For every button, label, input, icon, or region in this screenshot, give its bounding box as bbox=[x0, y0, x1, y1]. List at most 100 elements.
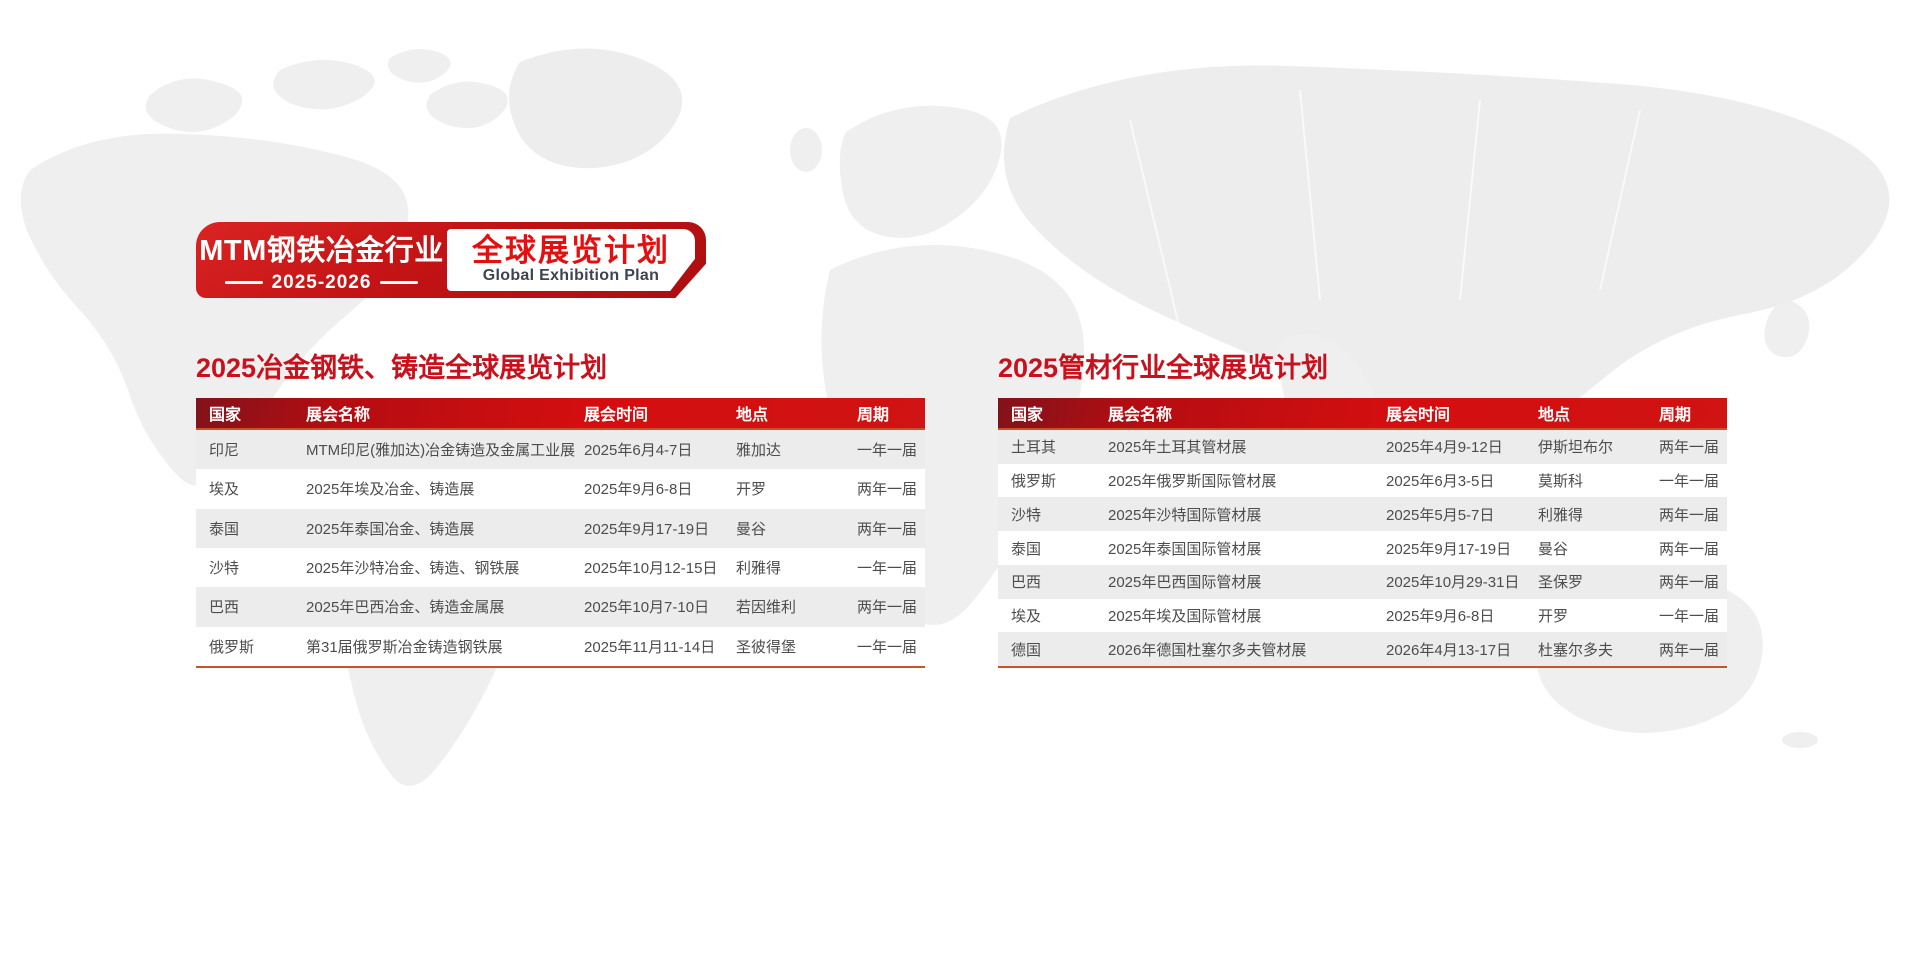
cell-city: 雅加达 bbox=[736, 442, 782, 460]
cell-exhibition-name: 2025年泰国国际管材展 bbox=[1108, 540, 1262, 558]
cell-cycle: 一年一届 bbox=[1659, 607, 1720, 625]
logo-left-block: MTM钢铁冶金行业 2025-2026 bbox=[196, 222, 447, 298]
cell-cycle: 两年一届 bbox=[1659, 506, 1720, 524]
cell-city: 圣保罗 bbox=[1538, 574, 1584, 592]
cell-exhibition-name: 第31届俄罗斯冶金铸造钢铁展 bbox=[306, 638, 503, 656]
column-header: 展会名称 bbox=[1108, 407, 1173, 424]
table-row: 埃及 2025年埃及国际管材展 2025年9月6-8日 开罗 一年一届 bbox=[998, 598, 1727, 633]
cell-exhibition-date: 2025年5月5-7日 bbox=[1386, 506, 1495, 524]
cell-city: 开罗 bbox=[1538, 607, 1569, 625]
table-row: 印尼 MTM印尼(雅加达)冶金铸造及金属工业展 2025年6月4-7日 雅加达 … bbox=[196, 430, 925, 470]
cell-cycle: 一年一届 bbox=[1659, 473, 1720, 491]
logo-plan-title-en: Global Exhibition Plan bbox=[482, 266, 660, 284]
cell-exhibition-date: 2025年10月29-31日 bbox=[1386, 574, 1520, 592]
logo-years-text: 2025-2026 bbox=[271, 271, 372, 293]
cell-exhibition-name: 2025年巴西国际管材展 bbox=[1108, 574, 1262, 592]
cell-city: 莫斯科 bbox=[1538, 473, 1584, 491]
cell-exhibition-name: MTM印尼(雅加达)冶金铸造及金属工业展 bbox=[306, 442, 576, 460]
cell-city: 利雅得 bbox=[1538, 506, 1584, 524]
logo-title-panel: 全球展览计划 Global Exhibition Plan bbox=[447, 229, 695, 291]
cell-exhibition-date: 2025年10月12-15日 bbox=[584, 560, 718, 578]
dash-right-decoration bbox=[380, 281, 419, 284]
cell-cycle: 两年一届 bbox=[1659, 574, 1720, 592]
pipe-table-section: 2025管材行业全球展览计划 国家 展会名称 展会时间 地点 周期 土耳其 20… bbox=[998, 352, 1727, 668]
cell-country: 泰国 bbox=[1011, 540, 1042, 558]
table-row: 泰国 2025年泰国冶金、铸造展 2025年9月17-19日 曼谷 两年一届 bbox=[196, 508, 925, 548]
cell-city: 杜塞尔多夫 bbox=[1538, 641, 1614, 659]
cell-exhibition-name: 2025年土耳其管材展 bbox=[1108, 439, 1247, 457]
cell-country: 土耳其 bbox=[1011, 439, 1057, 457]
cell-country: 沙特 bbox=[209, 560, 240, 578]
cell-city: 若因维利 bbox=[736, 599, 797, 617]
cell-exhibition-name: 2025年沙特国际管材展 bbox=[1108, 506, 1262, 524]
cell-cycle: 一年一届 bbox=[857, 442, 918, 460]
metallurgy-table-section: 2025冶金钢铁、铸造全球展览计划 国家 展会名称 展会时间 地点 周期 印尼 … bbox=[196, 352, 925, 668]
cell-country: 埃及 bbox=[209, 481, 240, 499]
brand-logo: MTM钢铁冶金行业 2025-2026 全球展览计划 Global Exhibi… bbox=[196, 222, 706, 298]
column-header: 展会名称 bbox=[306, 407, 371, 424]
cell-country: 俄罗斯 bbox=[209, 638, 255, 656]
cell-country: 俄罗斯 bbox=[1011, 473, 1057, 491]
cell-country: 德国 bbox=[1011, 641, 1042, 659]
column-header: 展会时间 bbox=[1386, 407, 1451, 424]
logo-plan-title-cn: 全球展览计划 bbox=[472, 232, 670, 268]
cell-country: 巴西 bbox=[1011, 574, 1042, 592]
cell-exhibition-date: 2025年9月6-8日 bbox=[1386, 607, 1495, 625]
cell-exhibition-date: 2025年9月17-19日 bbox=[1386, 540, 1512, 558]
cell-exhibition-date: 2025年6月4-7日 bbox=[584, 442, 693, 460]
column-header: 周期 bbox=[1659, 407, 1692, 424]
cell-exhibition-date: 2026年4月13-17日 bbox=[1386, 641, 1512, 659]
table-row: 俄罗斯 第31届俄罗斯冶金铸造钢铁展 2025年11月11-14日 圣彼得堡 一… bbox=[196, 626, 925, 666]
metallurgy-table-body: 印尼 MTM印尼(雅加达)冶金铸造及金属工业展 2025年6月4-7日 雅加达 … bbox=[196, 428, 925, 668]
cell-country: 沙特 bbox=[1011, 506, 1042, 524]
cell-city: 曼谷 bbox=[1538, 540, 1569, 558]
cell-country: 巴西 bbox=[209, 599, 240, 617]
table-row: 巴西 2025年巴西冶金、铸造金属展 2025年10月7-10日 若因维利 两年… bbox=[196, 587, 925, 627]
table-row: 埃及 2025年埃及冶金、铸造展 2025年9月6-8日 开罗 两年一届 bbox=[196, 469, 925, 509]
pipe-table-header-row: 国家 展会名称 展会时间 地点 周期 bbox=[998, 398, 1727, 428]
column-header: 周期 bbox=[857, 407, 890, 424]
cell-city: 开罗 bbox=[736, 481, 767, 499]
table-row: 德国 2026年德国杜塞尔多夫管材展 2026年4月13-17日 杜塞尔多夫 两… bbox=[998, 632, 1727, 667]
cell-exhibition-date: 2025年9月6-8日 bbox=[584, 481, 693, 499]
cell-exhibition-date: 2025年6月3-5日 bbox=[1386, 473, 1495, 491]
table-row: 泰国 2025年泰国国际管材展 2025年9月17-19日 曼谷 两年一届 bbox=[998, 531, 1727, 565]
cell-exhibition-date: 2025年4月9-12日 bbox=[1386, 439, 1503, 457]
column-header: 地点 bbox=[1538, 407, 1571, 424]
cell-exhibition-name: 2025年沙特冶金、铸造、钢铁展 bbox=[306, 560, 520, 578]
column-header: 国家 bbox=[209, 407, 242, 424]
cell-cycle: 两年一届 bbox=[857, 599, 918, 617]
logo-years-row: 2025-2026 bbox=[224, 271, 419, 294]
pipe-section-title: 2025管材行业全球展览计划 bbox=[998, 353, 1329, 383]
cell-cycle: 两年一届 bbox=[857, 520, 918, 538]
cell-exhibition-date: 2025年10月7-10日 bbox=[584, 599, 710, 617]
column-header: 地点 bbox=[736, 407, 769, 424]
cell-exhibition-name: 2026年德国杜塞尔多夫管材展 bbox=[1108, 641, 1307, 659]
cell-cycle: 一年一届 bbox=[857, 560, 918, 578]
table-row: 俄罗斯 2025年俄罗斯国际管材展 2025年6月3-5日 莫斯科 一年一届 bbox=[998, 463, 1727, 498]
column-header: 国家 bbox=[1011, 407, 1044, 424]
cell-cycle: 一年一届 bbox=[857, 638, 918, 656]
table-row: 土耳其 2025年土耳其管材展 2025年4月9-12日 伊斯坦布尔 两年一届 bbox=[998, 430, 1727, 464]
cell-city: 曼谷 bbox=[736, 520, 767, 538]
logo-industry-text: MTM钢铁冶金行业 bbox=[199, 234, 444, 267]
cell-exhibition-name: 2025年巴西冶金、铸造金属展 bbox=[306, 599, 505, 617]
table-row: 沙特 2025年沙特冶金、铸造、钢铁展 2025年10月12-15日 利雅得 一… bbox=[196, 547, 925, 588]
dash-left-decoration bbox=[224, 281, 263, 284]
pipe-table-body: 土耳其 2025年土耳其管材展 2025年4月9-12日 伊斯坦布尔 两年一届 … bbox=[998, 428, 1727, 668]
cell-country: 印尼 bbox=[209, 442, 240, 460]
cell-exhibition-name: 2025年埃及冶金、铸造展 bbox=[306, 481, 475, 499]
cell-exhibition-date: 2025年11月11-14日 bbox=[584, 638, 716, 656]
table-row: 沙特 2025年沙特国际管材展 2025年5月5-7日 利雅得 两年一届 bbox=[998, 497, 1727, 532]
column-header: 展会时间 bbox=[584, 407, 649, 424]
cell-city: 利雅得 bbox=[736, 560, 782, 578]
cell-country: 泰国 bbox=[209, 520, 240, 538]
cell-city: 圣彼得堡 bbox=[736, 638, 797, 656]
cell-cycle: 两年一届 bbox=[1659, 540, 1720, 558]
cell-exhibition-date: 2025年9月17-19日 bbox=[584, 520, 710, 538]
cell-cycle: 两年一届 bbox=[857, 481, 918, 499]
cell-city: 伊斯坦布尔 bbox=[1538, 439, 1614, 457]
metallurgy-table-header-row: 国家 展会名称 展会时间 地点 周期 bbox=[196, 398, 925, 428]
table-row: 巴西 2025年巴西国际管材展 2025年10月29-31日 圣保罗 两年一届 bbox=[998, 564, 1727, 599]
cell-exhibition-name: 2025年泰国冶金、铸造展 bbox=[306, 520, 475, 538]
